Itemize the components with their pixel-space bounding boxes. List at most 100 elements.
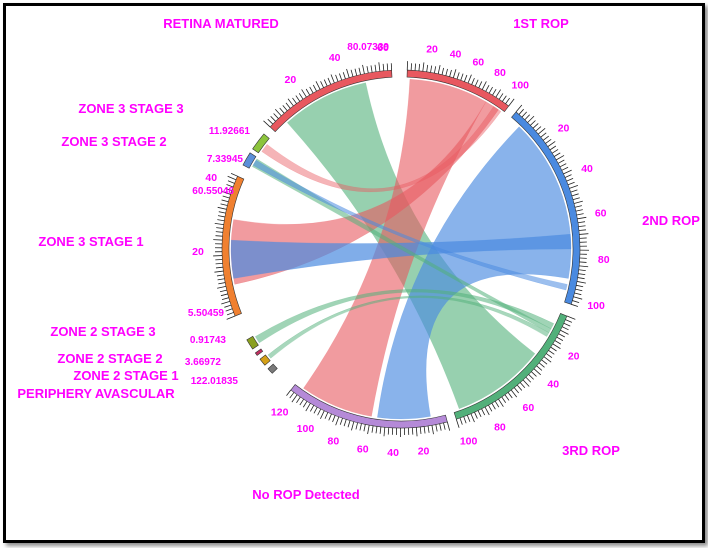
tick-mark bbox=[414, 63, 416, 71]
segment-arc-2nd-rop bbox=[511, 111, 581, 305]
tick-mark bbox=[366, 66, 369, 74]
segment-arc-zone-2-stage-3 bbox=[246, 335, 259, 350]
tick-mark bbox=[508, 98, 515, 107]
tick-mark bbox=[295, 95, 301, 102]
tick-mark bbox=[576, 213, 584, 216]
segment-arc-zone-3-stage-1 bbox=[221, 175, 245, 317]
tick-mark bbox=[572, 300, 580, 303]
tick-mark bbox=[221, 301, 230, 305]
tick-mark bbox=[312, 84, 317, 92]
tick-mark bbox=[313, 406, 318, 414]
tick-label: 40 bbox=[387, 447, 399, 459]
tick-mark bbox=[571, 303, 579, 307]
segment-label-zone-2-stage-2: ZONE 2 STAGE 2 bbox=[57, 351, 162, 366]
tick-mark bbox=[527, 115, 535, 123]
tick-mark bbox=[225, 308, 233, 312]
tick-mark bbox=[382, 63, 385, 71]
tick-mark bbox=[443, 422, 446, 430]
tick-mark bbox=[419, 426, 422, 434]
tick-mark bbox=[441, 67, 445, 75]
tick-mark bbox=[575, 288, 583, 292]
tick-mark bbox=[415, 427, 418, 437]
tick-mark bbox=[386, 63, 389, 71]
tick-label: 40 bbox=[329, 52, 341, 64]
tick-mark bbox=[339, 73, 343, 81]
tick-label: 20 bbox=[426, 43, 438, 55]
segment-label-zone-2-stage-3: ZONE 2 STAGE 3 bbox=[50, 324, 155, 339]
tick-mark bbox=[477, 410, 482, 418]
tick-mark bbox=[218, 282, 226, 285]
segment-value-periphery-avascular: 122.01835 bbox=[191, 376, 239, 387]
tick-mark bbox=[575, 209, 583, 212]
tick-mark bbox=[502, 95, 507, 102]
tick-mark bbox=[302, 401, 308, 408]
tick-mark bbox=[217, 219, 225, 222]
tick-mark bbox=[370, 65, 373, 73]
chord-diagram: 20 40608010020406080100204060801002040608… bbox=[17, 16, 700, 502]
tick-mark bbox=[532, 123, 539, 129]
tick-mark bbox=[551, 149, 559, 154]
chord-ribbon bbox=[377, 126, 572, 420]
tick-mark bbox=[320, 410, 325, 420]
tick-mark bbox=[227, 175, 237, 181]
tick-mark bbox=[467, 74, 472, 84]
tick-mark bbox=[339, 418, 343, 425]
tick-mark bbox=[214, 222, 224, 225]
tick-mark bbox=[543, 356, 552, 363]
tick-mark bbox=[460, 73, 464, 81]
tick-mark bbox=[474, 79, 479, 87]
tick-mark bbox=[335, 74, 339, 82]
tick-mark bbox=[282, 105, 288, 112]
tick-label: 40 bbox=[205, 172, 217, 184]
tick-mark bbox=[474, 412, 478, 419]
tick-mark bbox=[579, 261, 587, 263]
tick-mark bbox=[446, 421, 451, 431]
tick-mark bbox=[484, 406, 490, 416]
tick-mark bbox=[565, 319, 573, 323]
tick-label: 80 bbox=[327, 435, 339, 447]
tick-mark bbox=[495, 89, 501, 98]
tick-mark bbox=[548, 350, 555, 355]
tick-mark bbox=[350, 69, 354, 77]
tick-mark bbox=[573, 296, 583, 300]
tick-mark bbox=[226, 315, 236, 320]
segment-label-zone-3-stage-3: ZONE 3 STAGE 3 bbox=[78, 101, 183, 116]
tick-mark bbox=[535, 126, 542, 132]
tick-mark bbox=[524, 114, 530, 121]
tick-mark bbox=[579, 265, 589, 268]
tick-mark bbox=[579, 229, 587, 231]
tick-label: 20 bbox=[192, 246, 204, 258]
tick-mark bbox=[456, 72, 460, 80]
tick-mark bbox=[491, 403, 496, 410]
tick-mark bbox=[522, 379, 530, 387]
tick-mark bbox=[538, 362, 545, 368]
tick-mark bbox=[217, 278, 225, 281]
tick-mark bbox=[530, 120, 536, 126]
tick-mark bbox=[577, 216, 587, 220]
tick-mark bbox=[567, 181, 575, 186]
tick-mark bbox=[481, 81, 487, 90]
tick-label: 60 bbox=[357, 443, 369, 455]
tick-mark bbox=[287, 98, 294, 107]
tick-mark bbox=[531, 371, 537, 377]
tick-mark bbox=[558, 333, 566, 338]
tick-mark bbox=[263, 120, 271, 128]
tick-mark bbox=[578, 221, 586, 224]
tick-mark bbox=[550, 346, 557, 352]
tick-mark bbox=[309, 86, 314, 94]
tick-mark bbox=[220, 293, 228, 297]
tick-mark bbox=[433, 66, 437, 74]
segment-value-zone-3-stage-1: 60.55046 bbox=[192, 186, 234, 197]
tick-mark bbox=[571, 193, 579, 197]
tick-mark bbox=[481, 408, 486, 416]
tick-mark bbox=[378, 62, 381, 72]
tick-mark bbox=[299, 398, 304, 406]
segment-label-2nd-rop: 2ND ROP bbox=[642, 213, 700, 228]
tick-mark bbox=[542, 135, 549, 141]
tick-mark bbox=[343, 419, 347, 427]
tick-mark bbox=[488, 86, 493, 94]
tick-mark bbox=[455, 419, 460, 428]
tick-mark bbox=[504, 394, 510, 401]
segment-value-zone-2-stage-2: 0.91743 bbox=[190, 335, 227, 346]
tick-mark bbox=[563, 169, 572, 175]
